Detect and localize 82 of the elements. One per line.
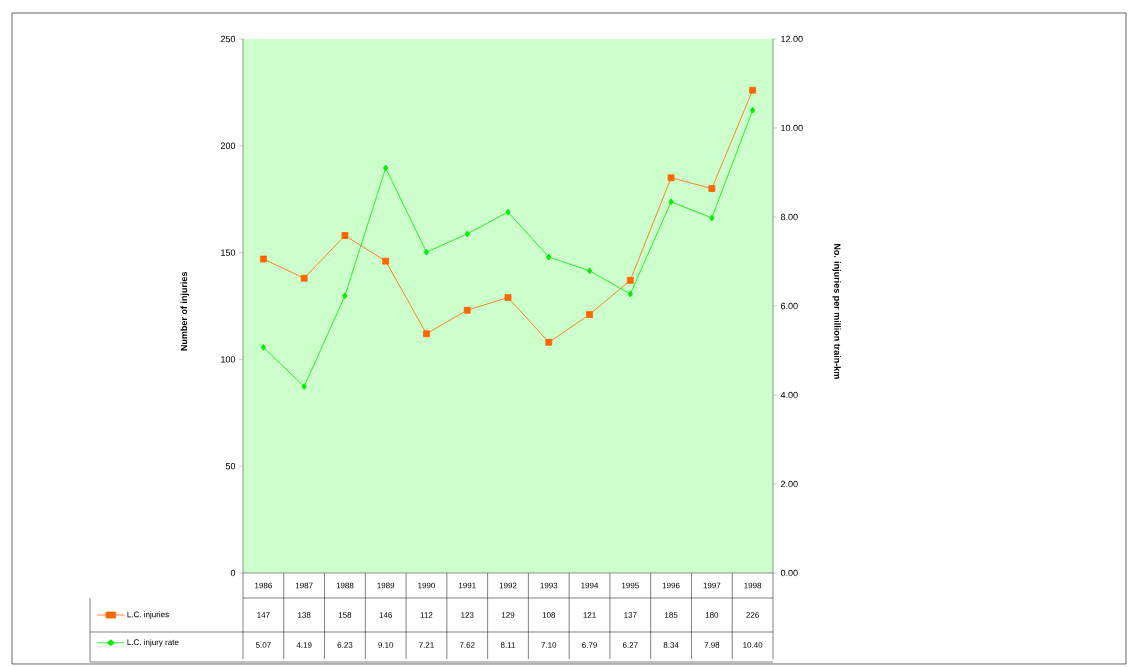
- point: [586, 267, 593, 275]
- data-label: 8.11: [500, 642, 516, 648]
- point: [423, 248, 430, 256]
- y2-tick-label: 0.00: [780, 569, 798, 577]
- data-label: 7.98: [704, 642, 720, 648]
- data-label: 7.21: [419, 642, 434, 648]
- x-tick-label: 1989: [377, 582, 395, 589]
- data-label: 10.40: [743, 642, 763, 648]
- point: [464, 230, 470, 238]
- point: [423, 330, 430, 338]
- data-label: 158: [338, 612, 352, 618]
- point: [709, 214, 715, 222]
- point: [626, 276, 634, 284]
- data-label: 185: [665, 612, 678, 618]
- data-label: 180: [705, 612, 719, 618]
- y-tick-label: 50: [225, 463, 236, 470]
- point: [546, 253, 552, 261]
- point: [749, 106, 756, 114]
- y2-axis-title: No. injuries per million train-km: [832, 244, 841, 379]
- point: [463, 306, 471, 314]
- data-label: 7.62: [459, 642, 475, 648]
- data-label: 146: [379, 612, 393, 618]
- point: [749, 86, 757, 94]
- data-label: 129: [501, 612, 515, 618]
- data-label: 9.10: [378, 642, 394, 648]
- y-tick-label: 0: [230, 569, 236, 577]
- y2-tick-label: 10.00: [781, 124, 803, 132]
- data-label: 138: [298, 612, 311, 618]
- x-tick-label: 1998: [744, 582, 762, 589]
- data-label: 6.23: [337, 642, 353, 648]
- point: [708, 185, 716, 192]
- x-tick-label: 1997: [703, 582, 721, 589]
- data-label: 226: [746, 612, 759, 618]
- point: [300, 274, 308, 282]
- x-tick-label: 1991: [458, 582, 476, 589]
- point: [586, 311, 593, 318]
- point: [504, 294, 512, 301]
- y-tick-label: 200: [220, 142, 236, 149]
- y2-tick-label: 4.00: [780, 391, 798, 399]
- point: [545, 338, 553, 346]
- y2-tick-label: 2.00: [780, 480, 798, 488]
- x-tick-label: 1994: [581, 582, 599, 589]
- data-label: 6.27: [622, 642, 638, 648]
- data-label: 147: [257, 612, 270, 618]
- data-label: 112: [420, 612, 433, 618]
- point: [341, 232, 349, 239]
- point: [627, 290, 633, 298]
- point: [382, 257, 390, 265]
- x-tick-label: 1993: [540, 582, 558, 589]
- y-tick-label: 150: [221, 249, 236, 256]
- data-label: 8.34: [663, 642, 679, 648]
- y-tick-label: 250: [220, 35, 236, 43]
- x-tick-label: 1990: [418, 582, 436, 589]
- data-label: 123: [461, 612, 474, 618]
- legend-label: L.C. injury rate: [127, 639, 179, 647]
- y2-tick-label: 8.00: [780, 213, 798, 221]
- data-label: 7.10: [541, 642, 557, 648]
- data-label: 4.19: [296, 642, 312, 648]
- x-tick-label: 1986: [255, 582, 272, 589]
- x-tick-label: 1995: [622, 582, 639, 589]
- point: [668, 198, 674, 206]
- data-label: 6.79: [582, 642, 597, 648]
- x-tick-label: 1988: [336, 582, 354, 589]
- y2-tick-label: 12.00: [781, 35, 803, 43]
- y2-tick-label: 6.00: [780, 302, 798, 310]
- data-label: 5.07: [255, 642, 271, 648]
- y-tick-label: 100: [221, 356, 236, 363]
- x-tick-label: 1987: [295, 582, 313, 589]
- legend-label: L.C. injuries: [127, 611, 169, 619]
- point: [383, 164, 389, 172]
- point: [301, 383, 307, 390]
- x-tick-label: 1996: [662, 582, 680, 589]
- data-label: 137: [624, 612, 637, 618]
- point: [667, 174, 675, 182]
- point: [342, 292, 348, 300]
- point: [260, 343, 267, 351]
- y-axis-title: Number of injuries: [180, 271, 189, 351]
- point: [259, 255, 267, 263]
- point: [505, 208, 511, 216]
- x-tick-label: 1992: [499, 582, 517, 589]
- data-label: 121: [583, 612, 596, 618]
- data-label: 108: [542, 612, 556, 618]
